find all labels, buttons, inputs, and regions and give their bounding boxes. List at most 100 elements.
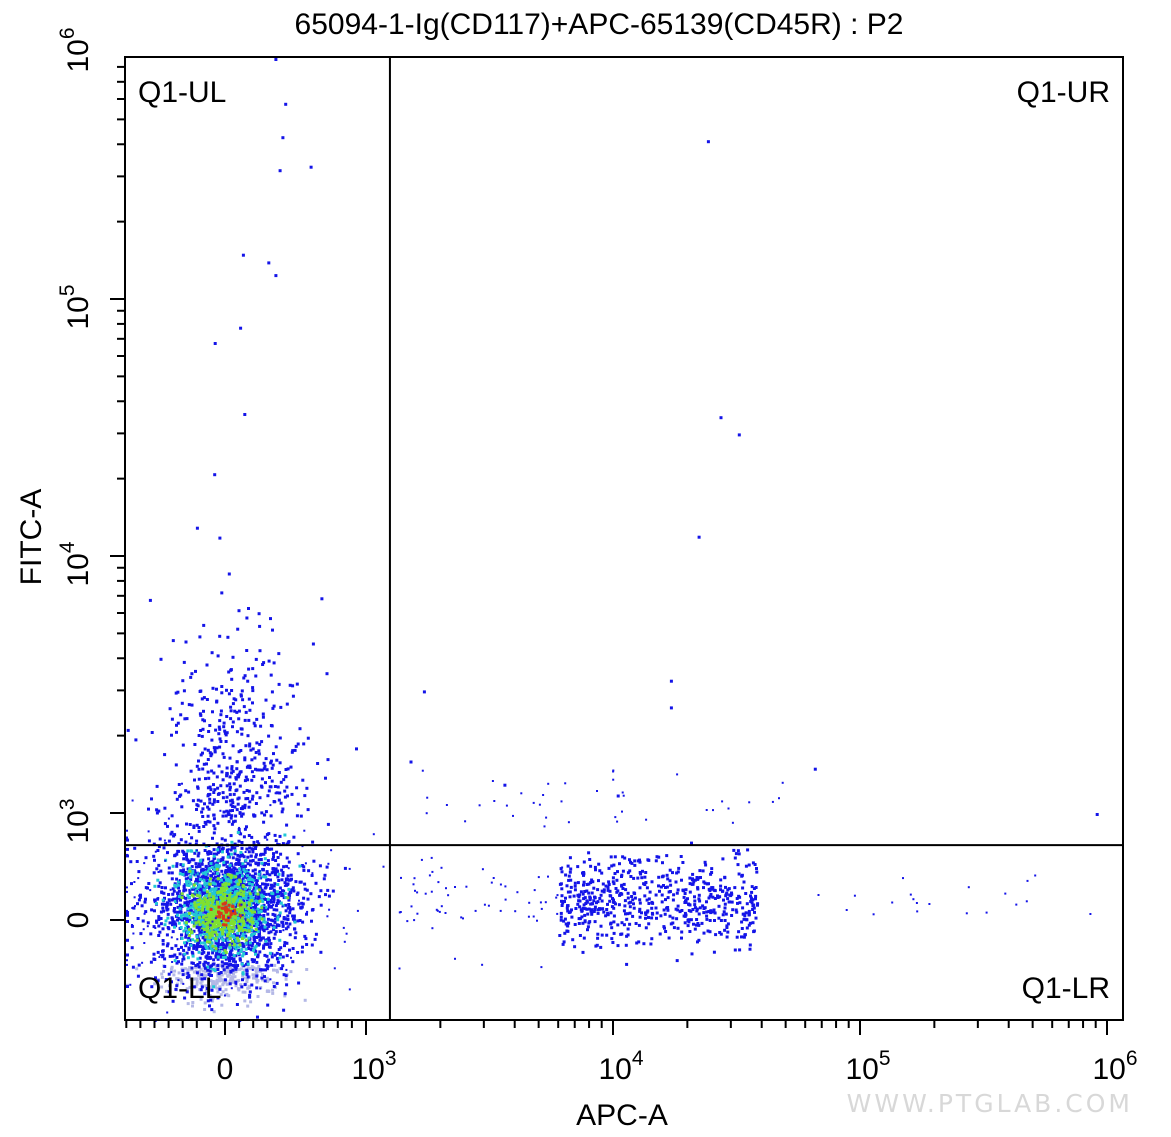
event-point: [288, 922, 292, 926]
event-point: [195, 980, 199, 983]
event-point: [265, 878, 269, 882]
event-point: [212, 852, 216, 856]
event-point: [230, 822, 234, 826]
event-point: [210, 870, 213, 873]
event-point: [208, 892, 212, 896]
event-point: [216, 955, 220, 959]
event-point: [163, 806, 167, 810]
event-point: [281, 921, 285, 924]
event-point: [203, 922, 207, 926]
event-point: [201, 935, 205, 939]
event-point: [210, 651, 214, 655]
event-point: [543, 825, 546, 828]
event-point: [693, 895, 696, 899]
event-point: [272, 854, 275, 857]
event-point: [243, 875, 247, 879]
event-point: [277, 872, 281, 876]
event-point: [621, 791, 624, 794]
event-point: [190, 858, 194, 862]
event-point: [675, 891, 679, 895]
event-point: [872, 913, 875, 916]
event-point: [260, 811, 264, 815]
event-point: [214, 899, 218, 903]
event-point: [593, 865, 597, 869]
event-point: [210, 964, 214, 968]
event-point: [187, 937, 191, 940]
event-point: [160, 972, 164, 976]
event-point: [568, 890, 572, 894]
event-point: [166, 916, 170, 920]
event-point: [292, 835, 296, 839]
event-point: [297, 981, 301, 985]
event-point: [212, 813, 216, 817]
event-point: [250, 967, 254, 971]
event-point: [149, 889, 152, 892]
event-point: [212, 868, 216, 872]
event-point: [610, 905, 614, 909]
event-point: [153, 982, 157, 986]
event-point: [644, 913, 648, 916]
event-point: [175, 961, 179, 965]
event-point: [241, 812, 245, 816]
event-point: [250, 778, 254, 782]
event-point: [186, 907, 190, 911]
event-point: [279, 901, 283, 905]
event-point: [228, 973, 232, 977]
event-point: [204, 902, 208, 906]
event-point: [275, 968, 279, 972]
event-point: [246, 855, 250, 859]
event-point: [134, 738, 138, 742]
event-point: [285, 883, 289, 887]
event-point: [230, 987, 233, 990]
event-point: [237, 978, 241, 982]
event-point: [742, 917, 746, 921]
event-point: [265, 980, 269, 983]
event-point: [212, 791, 216, 794]
event-point: [733, 856, 737, 860]
event-point: [198, 872, 201, 875]
event-point: [241, 253, 245, 257]
event-point: [581, 906, 585, 910]
event-point: [599, 945, 603, 949]
event-point: [201, 858, 205, 862]
event-point: [182, 660, 186, 664]
event-point: [182, 982, 185, 985]
event-point: [633, 859, 637, 863]
event-point: [218, 719, 222, 723]
event-point: [221, 752, 225, 756]
event-point: [242, 921, 246, 925]
event-point: [708, 894, 712, 898]
event-point: [239, 727, 243, 731]
event-point: [238, 899, 242, 903]
event-point: [195, 971, 199, 975]
event-point: [230, 975, 234, 979]
event-point: [723, 902, 727, 906]
event-point: [252, 906, 255, 909]
event-point: [213, 905, 216, 909]
event-point: [176, 883, 180, 887]
event-point: [219, 895, 223, 899]
event-point: [755, 867, 758, 870]
event-point: [544, 901, 547, 904]
event-point: [264, 968, 267, 972]
event-point: [161, 939, 165, 942]
event-point: [286, 767, 290, 771]
event-point: [1089, 913, 1092, 915]
event-point: [254, 853, 258, 857]
event-point: [179, 713, 183, 717]
event-point: [181, 873, 185, 876]
event-point: [228, 775, 232, 779]
event-point: [257, 872, 261, 876]
event-point: [430, 856, 433, 859]
event-point: [243, 758, 247, 762]
event-point: [212, 888, 216, 892]
event-point: [218, 849, 222, 853]
event-point: [245, 789, 249, 792]
event-point: [689, 918, 693, 922]
event-point: [620, 883, 624, 887]
event-point: [209, 874, 213, 878]
event-point: [281, 136, 285, 140]
event-point: [259, 915, 263, 919]
event-point: [248, 876, 252, 880]
event-point: [196, 914, 200, 918]
